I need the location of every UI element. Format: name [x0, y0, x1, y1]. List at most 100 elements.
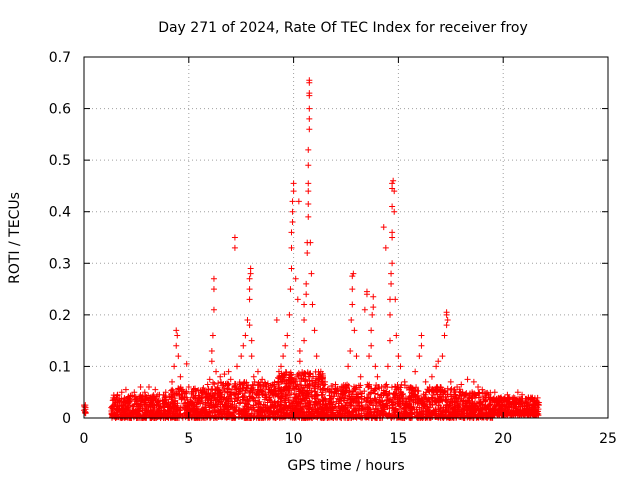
data-point — [305, 373, 312, 380]
x-tick-labels: 0 5 10 15 20 25 — [80, 431, 617, 447]
data-point — [200, 407, 207, 414]
data-point — [364, 381, 371, 388]
data-point — [440, 389, 447, 396]
data-point — [516, 409, 523, 416]
data-point — [224, 411, 231, 418]
data-point — [111, 396, 118, 403]
data-point — [379, 397, 386, 404]
data-point — [275, 368, 282, 375]
data-point — [322, 404, 329, 411]
data-point — [224, 388, 231, 395]
data-point — [176, 412, 183, 419]
data-point — [535, 402, 542, 409]
data-point — [462, 402, 469, 409]
data-point — [301, 370, 308, 377]
data-point — [452, 397, 459, 404]
data-point — [265, 384, 272, 391]
data-point — [503, 402, 510, 409]
data-point — [391, 188, 398, 195]
data-point — [148, 400, 155, 406]
data-point — [470, 378, 477, 385]
data-point — [278, 402, 285, 409]
data-point — [254, 408, 261, 415]
data-point — [231, 234, 238, 241]
data-point — [243, 408, 250, 415]
data-point — [262, 391, 269, 398]
data-point — [449, 404, 456, 411]
data-point — [322, 396, 329, 403]
data-point — [273, 390, 280, 397]
data-point — [402, 408, 409, 415]
data-point — [229, 410, 236, 417]
data-point — [378, 384, 385, 391]
data-point — [338, 394, 345, 401]
data-point — [459, 401, 466, 408]
data-point — [122, 386, 129, 393]
data-point — [389, 229, 396, 236]
data-point — [388, 270, 395, 277]
data-point — [418, 342, 425, 349]
data-point — [255, 394, 262, 401]
y-tick-label: 0.4 — [49, 205, 71, 221]
data-point — [439, 353, 446, 360]
data-point — [347, 347, 354, 354]
data-point — [315, 381, 322, 388]
data-point — [273, 409, 280, 416]
data-point — [492, 405, 499, 412]
data-point — [383, 381, 390, 388]
data-point — [390, 401, 397, 408]
data-point — [145, 384, 152, 391]
data-point — [386, 390, 393, 397]
data-point — [357, 389, 364, 396]
data-point — [425, 405, 432, 412]
data-point — [292, 275, 299, 282]
data-point — [378, 403, 385, 410]
grid-lines — [84, 57, 608, 418]
data-point — [531, 396, 538, 403]
data-point — [224, 380, 231, 387]
data-point — [217, 379, 224, 386]
data-point — [214, 402, 221, 409]
data-point — [470, 402, 477, 409]
data-point — [523, 406, 530, 413]
data-point — [301, 395, 308, 402]
data-point — [408, 411, 415, 418]
data-point — [325, 411, 332, 418]
data-point — [309, 380, 316, 387]
data-point — [207, 393, 214, 400]
data-point — [221, 371, 228, 378]
data-point — [111, 410, 118, 417]
data-point — [367, 389, 374, 396]
data-point — [494, 410, 501, 417]
data-point — [506, 406, 513, 413]
data-point — [114, 391, 121, 398]
data-point — [301, 301, 308, 308]
data-point — [205, 386, 212, 393]
data-point — [112, 399, 119, 406]
data-point — [504, 391, 511, 398]
data-point — [274, 408, 281, 415]
data-point — [328, 399, 335, 406]
data-point — [450, 386, 457, 393]
data-point — [439, 398, 446, 405]
data-point — [284, 332, 291, 339]
data-point — [385, 398, 392, 405]
data-point — [172, 397, 179, 404]
data-point — [235, 385, 242, 392]
y-tick-label: 0.1 — [49, 359, 71, 375]
data-point — [306, 90, 313, 97]
data-point — [189, 406, 196, 413]
data-point — [306, 105, 313, 112]
data-point — [181, 405, 188, 412]
data-point — [276, 384, 283, 391]
data-point — [257, 383, 264, 390]
data-point — [443, 309, 450, 316]
data-point — [472, 391, 479, 398]
plot-frame — [83, 56, 609, 419]
data-point — [296, 358, 303, 365]
data-point — [505, 410, 512, 417]
data-point — [452, 392, 459, 399]
data-point — [501, 398, 508, 405]
data-point — [234, 363, 241, 370]
data-point — [348, 317, 355, 324]
